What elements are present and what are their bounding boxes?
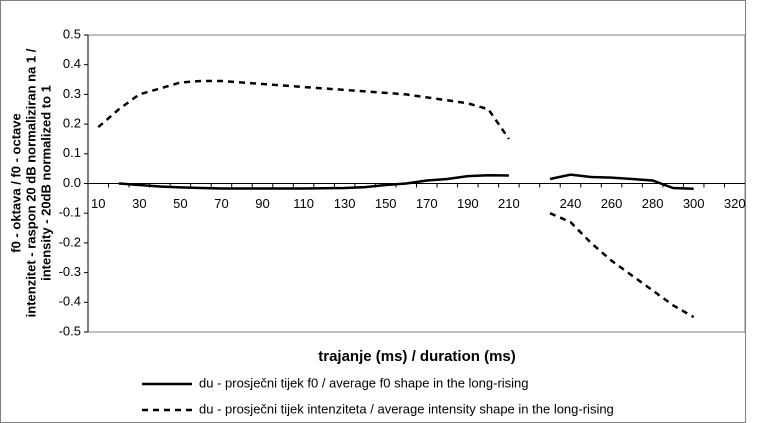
y-tick-label: -0.5	[59, 323, 81, 338]
x-tick-label: 150	[375, 196, 397, 211]
y-tick-label: 0.4	[63, 56, 81, 71]
data-line	[97, 79, 695, 319]
x-tick-label: 190	[457, 196, 479, 211]
y-tick-label: 0.1	[63, 145, 81, 160]
y-axis-label-line: f0 - oktava / f0 - octave	[8, 113, 23, 252]
x-tick-label: 170	[416, 196, 438, 211]
y-tick-label: -0.3	[59, 264, 81, 279]
y-tick-label: 0.5	[63, 26, 81, 41]
x-tick-label: 90	[255, 196, 269, 211]
x-tick-label: 210	[498, 196, 520, 211]
x-tick-label: 240	[560, 196, 582, 211]
x-tick-label: 10	[91, 196, 105, 211]
legend-label: du - prosječni tijek f0 / average f0 sha…	[199, 375, 529, 390]
x-tick-label: 280	[642, 196, 664, 211]
y-axis-label-line: intensity - 20dB normalized to 1	[38, 85, 53, 281]
y-tick-label: -0.1	[59, 205, 81, 220]
y-tick-label: -0.2	[59, 234, 81, 249]
y-tick-label: 0.3	[63, 86, 81, 101]
y-tick-label: 0.2	[63, 116, 81, 131]
y-tick-label: 0.0	[63, 175, 81, 190]
x-tick-label: 30	[132, 196, 146, 211]
x-tick-label: 130	[334, 196, 356, 211]
x-tick-label: 50	[173, 196, 187, 211]
y-axis-label-line: intenzitet - raspon 20 dB normaliziran n…	[23, 48, 38, 317]
y-axis-label: f0 - oktava / f0 - octave intenzitet - r…	[8, 48, 53, 317]
y-tick-label: -0.4	[59, 294, 81, 309]
x-tick-label: 300	[683, 196, 705, 211]
data-line	[118, 173, 694, 191]
x-tick-label: 110	[293, 196, 314, 211]
x-tick-label: 260	[601, 196, 623, 211]
legend-label: du - prosječni tijek intenziteta / avera…	[199, 401, 614, 416]
x-axis-label: trajanje (ms) / duration (ms)	[318, 348, 516, 365]
x-tick-label: 70	[214, 196, 228, 211]
x-tick-label: 320	[724, 196, 746, 211]
